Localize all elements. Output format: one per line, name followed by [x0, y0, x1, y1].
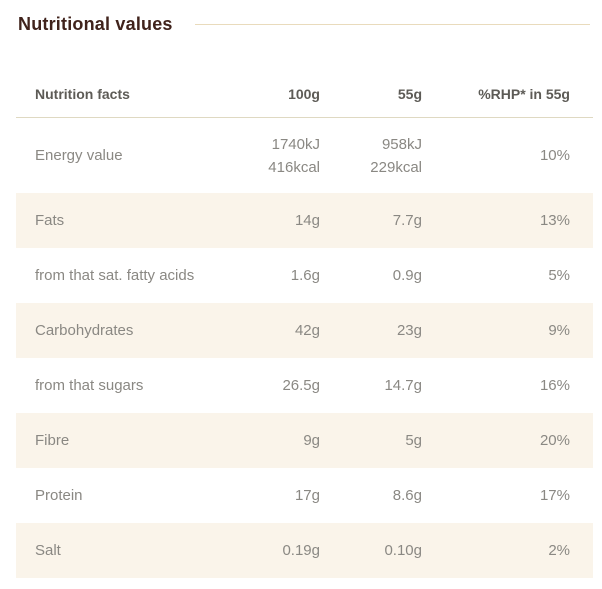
table-row-salt: Salt 0.19g 0.10g 2%	[16, 523, 593, 578]
row-label: Fats	[35, 212, 65, 229]
row-label: from that sat. fatty acids	[35, 267, 195, 284]
value-rhp: 9%	[548, 322, 570, 339]
value-per-55g: 0.10g	[384, 542, 422, 559]
table-row-sat-fatty-acids: from that sat. fatty acids 1.6g 0.9g 5%	[16, 248, 593, 303]
table-row-carbohydrates: Carbohydrates 42g 23g 9%	[16, 303, 593, 358]
value-per-55g: 958kJ 229kcal	[370, 135, 422, 176]
table-row-fibre: Fibre 9g 5g 20%	[16, 413, 593, 468]
row-label: Energy value	[35, 147, 123, 164]
title-divider-line	[194, 23, 590, 25]
value-rhp: 17%	[539, 487, 570, 504]
value-per-55g: 5g	[405, 432, 422, 449]
value-per-100g: 14g	[294, 212, 320, 229]
column-header-55g: 55g	[397, 85, 422, 102]
table-row-energy: Energy value 1740kJ 416kcal 958kJ 229kca…	[16, 118, 593, 193]
column-header-nutrition-facts: Nutrition facts	[35, 85, 130, 102]
table-row-fats: Fats 14g 7.7g 13%	[16, 193, 593, 248]
value-rhp: 13%	[539, 212, 570, 229]
value-rhp: 10%	[539, 147, 570, 164]
nutrition-table: Nutrition facts 100g 55g %RHP* in 55g En…	[16, 70, 593, 578]
column-header-rhp: %RHP* in 55g	[478, 85, 570, 102]
row-label: Carbohydrates	[35, 322, 134, 339]
value-per-55g: 7.7g	[392, 212, 422, 229]
row-label: Protein	[35, 487, 83, 504]
table-header-row: Nutrition facts 100g 55g %RHP* in 55g	[16, 70, 593, 118]
value-rhp: 5%	[548, 267, 570, 284]
value-per-100g: 17g	[294, 487, 320, 504]
table-row-sugars: from that sugars 26.5g 14.7g 16%	[16, 358, 593, 413]
value-per-100g: 1.6g	[290, 267, 320, 284]
value-per-100g: 1740kJ 416kcal	[268, 135, 320, 176]
value-rhp: 2%	[548, 542, 570, 559]
section-title-bar: Nutritional values	[18, 12, 590, 36]
value-per-100g: 0.19g	[282, 542, 320, 559]
value-per-55g: 8.6g	[392, 487, 422, 504]
table-body: Energy value 1740kJ 416kcal 958kJ 229kca…	[16, 118, 593, 578]
value-per-100g: 9g	[303, 432, 320, 449]
column-header-100g: 100g	[288, 85, 320, 102]
value-rhp: 16%	[539, 377, 570, 394]
row-label: Fibre	[35, 432, 70, 449]
row-label: Salt	[35, 542, 61, 559]
value-per-100g: 26.5g	[282, 377, 320, 394]
value-per-55g: 0.9g	[392, 267, 422, 284]
value-rhp: 20%	[539, 432, 570, 449]
value-per-55g: 23g	[396, 322, 422, 339]
value-per-55g: 14.7g	[384, 377, 422, 394]
value-per-100g: 42g	[294, 322, 320, 339]
table-row-protein: Protein 17g 8.6g 17%	[16, 468, 593, 523]
row-label: from that sugars	[35, 377, 144, 394]
page-title: Nutritional values	[18, 13, 173, 34]
